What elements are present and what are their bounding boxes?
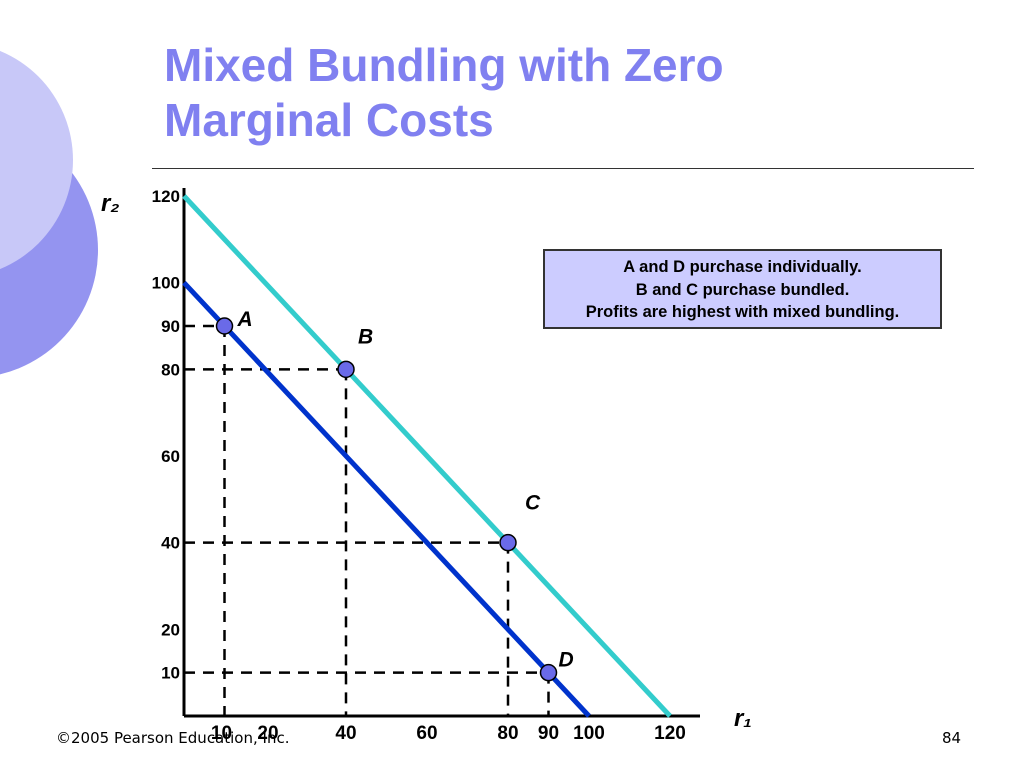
series-line-2 <box>182 280 591 718</box>
x-tick-label-80: 80 <box>497 723 518 744</box>
page-number: 84 <box>942 729 962 747</box>
point-label-b: B <box>358 325 373 348</box>
y-tick-label-10: 10 <box>161 664 180 683</box>
title-divider <box>152 168 974 169</box>
point-d <box>539 663 558 682</box>
point-b <box>337 360 355 379</box>
annotation-line-3: Profits are highest with mixed bundling. <box>585 303 900 321</box>
point-label-d: D <box>559 649 574 672</box>
decorative-circles <box>0 50 98 375</box>
x-tick-label-20: 20 <box>257 723 278 744</box>
y-tick-label-20: 20 <box>161 620 180 639</box>
annotation-line-1: A and D purchase individually. <box>623 258 862 276</box>
x-tick-label-10: 10 <box>211 723 232 744</box>
annotation-line-2: B and C purchase bundled. <box>635 280 850 299</box>
x-axis-label: r₁ <box>734 705 752 732</box>
title-line-1: Mixed Bundling with Zero <box>164 39 724 91</box>
y-axis-label: r₂ <box>101 190 120 217</box>
x-tick-label-120: 120 <box>654 723 686 744</box>
point-label-a: A <box>237 308 253 331</box>
y-tick-label-90: 90 <box>161 317 180 336</box>
x-tick-label-60: 60 <box>416 723 437 744</box>
y-tick-label-40: 40 <box>161 534 180 553</box>
series-line-1 <box>182 194 672 718</box>
point-label-c: C <box>525 492 541 515</box>
slide-title: Mixed Bundling with Zero Marginal Costs <box>164 38 964 148</box>
y-tick-label-60: 60 <box>161 447 180 466</box>
deco-circle-light <box>0 50 73 270</box>
y-tick-label-100: 100 <box>152 274 180 293</box>
footer-copyright: ©2005 Pearson Education, Inc. <box>56 729 290 747</box>
y-tick-label-120: 120 <box>152 187 180 206</box>
x-tick-label-100: 100 <box>573 723 605 744</box>
point-c <box>499 533 517 552</box>
annotation-box: A and D purchase individually. B and C p… <box>543 249 942 329</box>
title-line-2: Marginal Costs <box>164 94 494 146</box>
y-tick-label-80: 80 <box>161 360 180 379</box>
x-tick-label-90: 90 <box>538 723 559 744</box>
x-tick-label-40: 40 <box>335 723 356 744</box>
point-a <box>215 317 234 335</box>
